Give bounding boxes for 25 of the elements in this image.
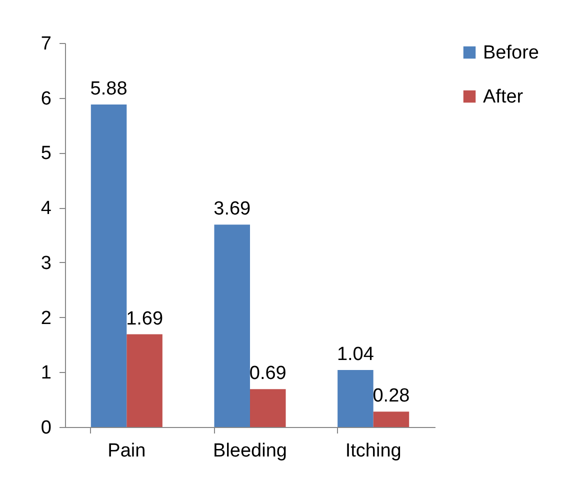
bar (90, 104, 127, 427)
bar (250, 389, 286, 427)
y-tick-label: 3 (40, 252, 52, 274)
legend-label: Before (483, 42, 539, 64)
data-label: 1.04 (336, 344, 374, 365)
x-tick-label: Itching (345, 440, 402, 462)
data-label: 3.69 (214, 198, 251, 220)
y-tick-label: 1 (40, 362, 52, 384)
y-tick-label: 6 (40, 88, 52, 110)
y-tick-label: 5 (40, 143, 52, 164)
bar (338, 370, 374, 427)
x-tick-label: Pain (108, 440, 146, 462)
legend-label: After (483, 86, 524, 108)
data-label: 5.88 (90, 78, 128, 100)
y-tick-label: 7 (40, 34, 52, 54)
bar (373, 412, 410, 427)
bar (214, 224, 250, 427)
y-tick-label: 2 (40, 308, 52, 329)
y-tick-label: 0 (40, 418, 52, 438)
x-tick-label: Bleeding (213, 440, 287, 462)
data-label: 0.69 (249, 363, 286, 384)
y-tick-label: 4 (40, 198, 52, 220)
data-label: 0.28 (372, 386, 410, 407)
data-label: 1.69 (126, 308, 164, 330)
bar (126, 334, 162, 427)
